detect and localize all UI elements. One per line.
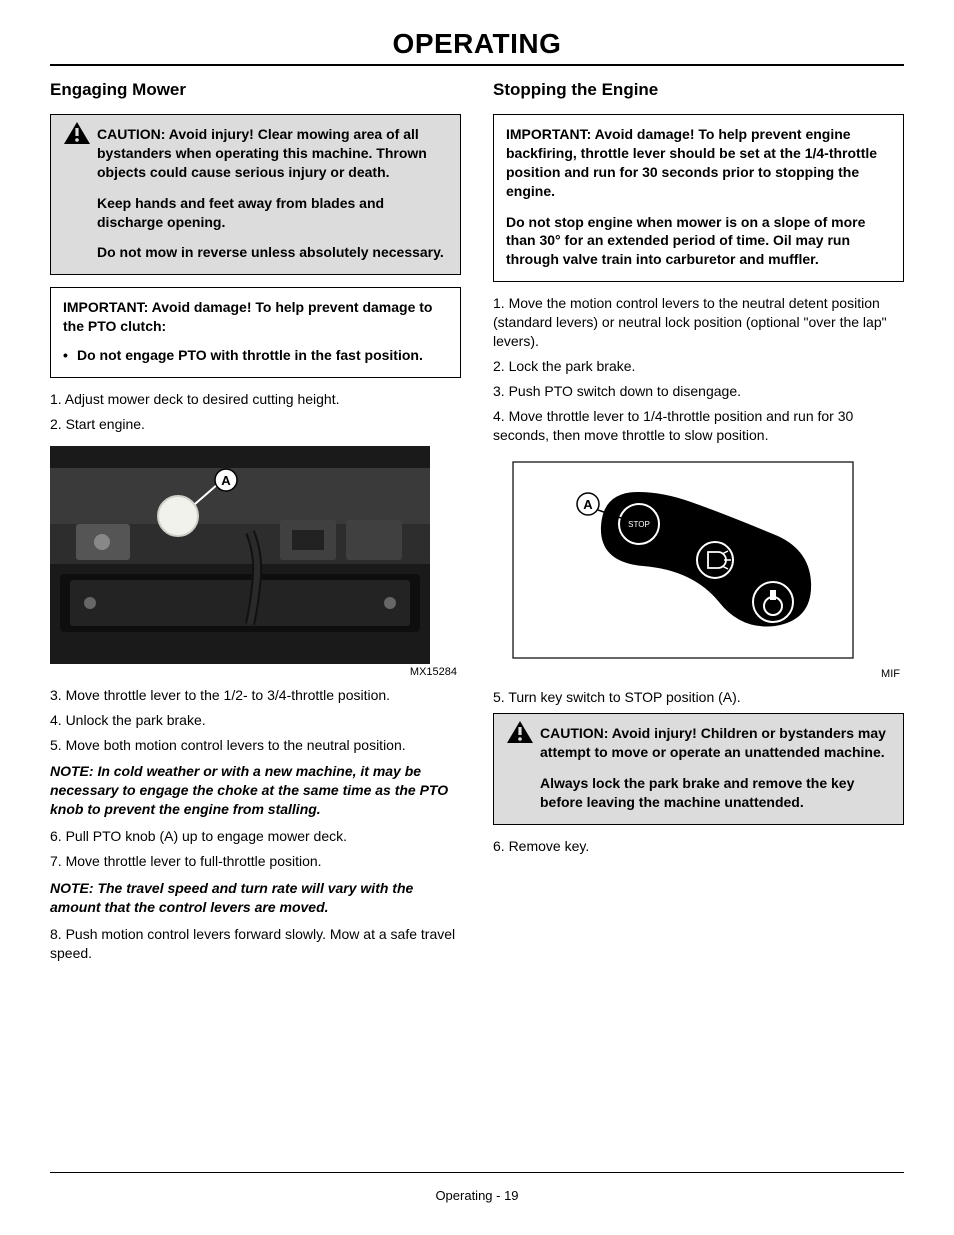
left-column: Engaging Mower CAUTION: Avoid injury! Cl…: [50, 80, 461, 968]
figure-mx15284: A: [50, 446, 461, 664]
step-4: 4. Unlock the park brake.: [50, 711, 461, 730]
step-8: 8. Push motion control levers forward sl…: [50, 925, 461, 963]
fig2-callout-a: A: [583, 497, 593, 512]
important-box-engaging: IMPORTANT: Avoid damage! To help prevent…: [50, 287, 461, 378]
page-title: OPERATING: [50, 28, 904, 60]
caution-box-engaging: CAUTION: Avoid injury! Clear mowing area…: [50, 114, 461, 275]
fig1-callout-a: A: [221, 473, 231, 488]
r-step-5: 5. Turn key switch to STOP position (A).: [493, 688, 904, 707]
note-cold-weather: NOTE: In cold weather or with a new mach…: [50, 762, 461, 819]
caution-box-stopping: CAUTION: Avoid injury! Children or bysta…: [493, 713, 904, 825]
caution-lead: CAUTION: Avoid injury! Clear mowing area…: [97, 125, 448, 182]
caution-extra-2: Do not mow in reverse unless absolutely …: [97, 243, 448, 262]
figure-key-switch: STOP A: [493, 456, 904, 666]
important-lead: IMPORTANT: Avoid damage! To help prevent…: [63, 298, 448, 336]
important-bullet: Do not engage PTO with throttle in the f…: [63, 346, 448, 365]
r-step-1: 1. Move the motion control levers to the…: [493, 294, 904, 351]
footer-divider: [50, 1172, 904, 1173]
page-footer: Operating - 19: [0, 1188, 954, 1203]
figure-caption-mif: MIF: [493, 668, 900, 680]
important-lead-stopping: IMPORTANT: Avoid damage! To help prevent…: [506, 125, 891, 201]
important-box-stopping: IMPORTANT: Avoid damage! To help prevent…: [493, 114, 904, 282]
right-column: Stopping the Engine IMPORTANT: Avoid dam…: [493, 80, 904, 968]
caution-lead-stopping: CAUTION: Avoid injury! Children or bysta…: [540, 724, 891, 762]
section-heading-engaging-mower: Engaging Mower: [50, 80, 461, 100]
caution-extra-stopping: Always lock the park brake and remove th…: [540, 774, 891, 812]
caution-extra-1: Keep hands and feet away from blades and…: [97, 194, 448, 232]
warning-triangle-icon: [63, 121, 91, 145]
step-1: 1. Adjust mower deck to desired cutting …: [50, 390, 461, 409]
important-bullet-text: Do not engage PTO with throttle in the f…: [77, 347, 423, 363]
r-step-6: 6. Remove key.: [493, 837, 904, 856]
warning-triangle-icon: [506, 720, 534, 744]
section-heading-stopping-engine: Stopping the Engine: [493, 80, 904, 100]
step-5: 5. Move both motion control levers to th…: [50, 736, 461, 755]
important-extra-stopping: Do not stop engine when mower is on a sl…: [506, 213, 891, 270]
step-3: 3. Move throttle lever to the 1/2- to 3/…: [50, 686, 461, 705]
step-7: 7. Move throttle lever to full-throttle …: [50, 852, 461, 871]
r-step-4: 4. Move throttle lever to 1/4-throttle p…: [493, 407, 904, 445]
title-divider: [50, 64, 904, 66]
step-2: 2. Start engine.: [50, 415, 461, 434]
r-step-3: 3. Push PTO switch down to disengage.: [493, 382, 904, 401]
step-6: 6. Pull PTO knob (A) up to engage mower …: [50, 827, 461, 846]
figure-caption-mx15284: MX15284: [50, 666, 457, 678]
r-step-2: 2. Lock the park brake.: [493, 357, 904, 376]
note-travel-speed: NOTE: The travel speed and turn rate wil…: [50, 879, 461, 917]
fig2-stop-label: STOP: [628, 520, 650, 529]
